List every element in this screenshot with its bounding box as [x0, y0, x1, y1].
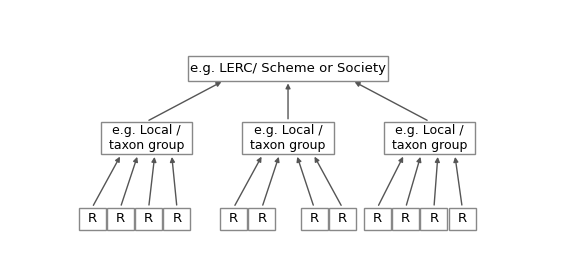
- FancyBboxPatch shape: [364, 208, 391, 230]
- Text: R: R: [88, 212, 97, 225]
- Text: R: R: [310, 212, 319, 225]
- Text: R: R: [173, 212, 182, 225]
- FancyBboxPatch shape: [392, 208, 419, 230]
- Text: e.g. Local /
taxon group: e.g. Local / taxon group: [250, 124, 326, 152]
- FancyBboxPatch shape: [107, 208, 134, 230]
- Text: R: R: [144, 212, 153, 225]
- FancyBboxPatch shape: [188, 57, 388, 81]
- FancyBboxPatch shape: [135, 208, 162, 230]
- FancyBboxPatch shape: [329, 208, 356, 230]
- Text: R: R: [116, 212, 125, 225]
- FancyBboxPatch shape: [164, 208, 191, 230]
- FancyBboxPatch shape: [384, 121, 475, 154]
- Text: R: R: [338, 212, 347, 225]
- Text: R: R: [373, 212, 382, 225]
- Text: R: R: [401, 212, 410, 225]
- FancyBboxPatch shape: [301, 208, 328, 230]
- Text: e.g. Local /
taxon group: e.g. Local / taxon group: [392, 124, 467, 152]
- Text: R: R: [429, 212, 438, 225]
- FancyBboxPatch shape: [448, 208, 476, 230]
- FancyBboxPatch shape: [248, 208, 275, 230]
- FancyBboxPatch shape: [220, 208, 247, 230]
- FancyBboxPatch shape: [79, 208, 106, 230]
- Text: e.g. LERC/ Scheme or Society: e.g. LERC/ Scheme or Society: [190, 62, 386, 75]
- Text: R: R: [457, 212, 467, 225]
- FancyBboxPatch shape: [242, 121, 334, 154]
- FancyBboxPatch shape: [420, 208, 447, 230]
- FancyBboxPatch shape: [101, 121, 192, 154]
- Text: R: R: [257, 212, 266, 225]
- Text: e.g. Local /
taxon group: e.g. Local / taxon group: [109, 124, 184, 152]
- Text: R: R: [229, 212, 238, 225]
